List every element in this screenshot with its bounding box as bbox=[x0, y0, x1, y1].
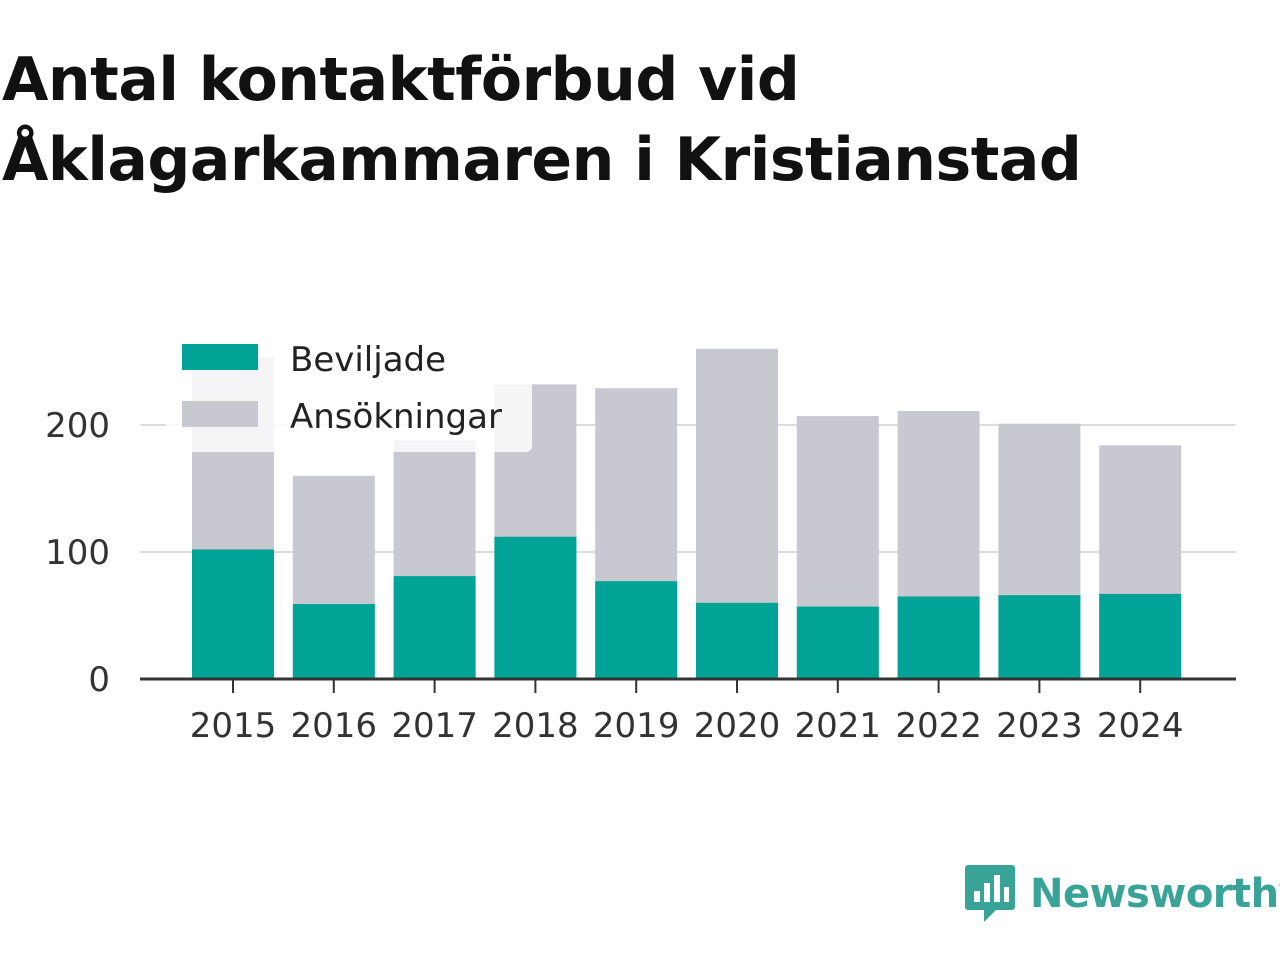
bar-beviljade bbox=[292, 604, 375, 679]
x-tick-label: 2020 bbox=[694, 706, 781, 746]
y-tick-label: 0 bbox=[88, 660, 110, 700]
bar-beviljade bbox=[696, 602, 778, 679]
chart-title: Antal kontaktförbud vid Åklagarkammaren … bbox=[2, 45, 1082, 195]
bar-beviljade bbox=[595, 581, 678, 679]
bar-beviljade bbox=[998, 595, 1081, 679]
bar-beviljade bbox=[796, 606, 879, 679]
bar-beviljade bbox=[393, 576, 476, 679]
legend-label-beviljade: Beviljade bbox=[290, 340, 446, 380]
x-axis-ticks: 2015 2016 2017 2018 2019 2020 2021 2022 2023 2024 bbox=[190, 706, 1184, 746]
legend-swatch-ansokningar bbox=[182, 401, 258, 427]
legend-swatch-beviljade bbox=[182, 344, 258, 370]
bar-beviljade bbox=[192, 549, 274, 679]
x-tick-label: 2022 bbox=[895, 706, 982, 746]
brand-name: Newsworthy bbox=[1030, 871, 1280, 917]
legend: Beviljade Ansökningar bbox=[166, 326, 532, 452]
x-tick-label: 2018 bbox=[492, 706, 579, 746]
x-tick-label: 2024 bbox=[1097, 706, 1184, 746]
x-tick-label: 2017 bbox=[391, 706, 478, 746]
bar-beviljade bbox=[897, 596, 980, 679]
legend-label-ansokningar: Ansökningar bbox=[290, 397, 502, 437]
y-tick-label: 100 bbox=[45, 533, 110, 573]
y-tick-label: 200 bbox=[45, 406, 110, 446]
newsworthy-logo-icon bbox=[965, 865, 1015, 922]
brand-logo: Newsworthy bbox=[964, 862, 1280, 926]
x-tick-label: 2019 bbox=[593, 706, 680, 746]
x-tick-label: 2015 bbox=[190, 706, 277, 746]
x-axis bbox=[140, 677, 1236, 693]
y-axis-ticks: 0 100 200 bbox=[45, 406, 110, 700]
x-tick-label: 2023 bbox=[996, 706, 1083, 746]
x-tick-label: 2016 bbox=[291, 706, 378, 746]
bar-beviljade bbox=[494, 536, 577, 679]
bars bbox=[192, 348, 1182, 679]
x-tick-label: 2021 bbox=[795, 706, 882, 746]
bar-beviljade bbox=[1099, 593, 1182, 679]
